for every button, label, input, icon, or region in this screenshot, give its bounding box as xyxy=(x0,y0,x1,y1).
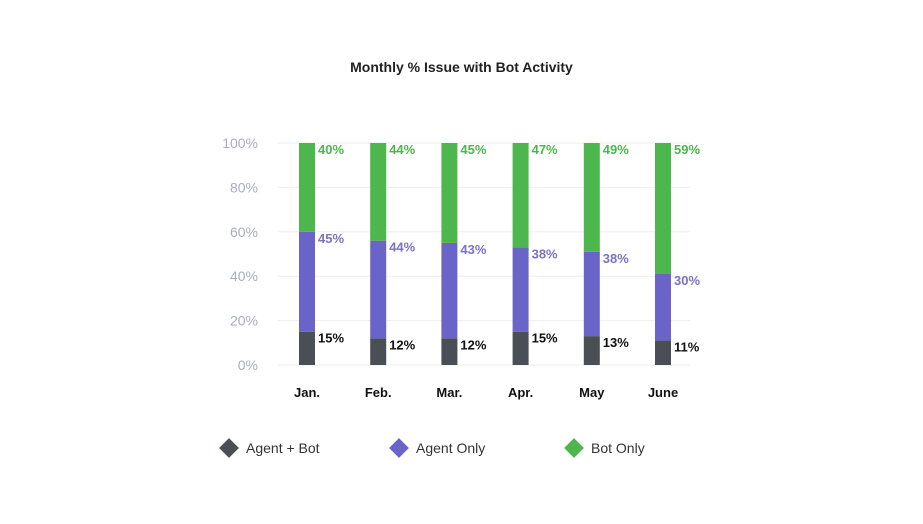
bar-segment xyxy=(370,338,387,365)
data-label: 15% xyxy=(532,331,558,346)
y-tick-label: 80% xyxy=(230,179,258,195)
y-tick-label: 100% xyxy=(222,135,258,151)
x-tick-label: Apr. xyxy=(508,385,533,400)
y-tick-label: 60% xyxy=(230,224,258,240)
data-label: 59% xyxy=(674,142,700,157)
data-label: 12% xyxy=(460,337,486,352)
data-label: 38% xyxy=(532,246,558,261)
data-label: 45% xyxy=(460,142,486,157)
data-label: 12% xyxy=(389,337,415,352)
data-label: 13% xyxy=(603,335,629,350)
legend-swatch xyxy=(219,438,239,458)
x-tick-label: Mar. xyxy=(436,385,462,400)
gridlines xyxy=(278,142,690,366)
axes: 0% 20% 40% 60% 80% 100% Jan. Feb. Mar. Apr. May Jun… xyxy=(222,135,678,400)
bar-segment xyxy=(512,331,529,365)
bar-segment xyxy=(655,273,671,341)
x-tick-label: Feb. xyxy=(365,385,392,400)
bar-segment xyxy=(441,143,458,243)
bar-segment xyxy=(512,143,529,248)
bar-segment xyxy=(655,340,671,365)
bar-segment xyxy=(512,247,529,332)
x-tick-label: May xyxy=(579,385,605,400)
data-label: 44% xyxy=(389,142,415,157)
bar-segment xyxy=(299,331,315,365)
bar-segment xyxy=(441,338,458,365)
legend: Agent + Bot Agent Only Bot Only xyxy=(0,438,923,464)
y-tick-label: 0% xyxy=(238,357,258,373)
bars xyxy=(299,143,671,365)
x-tick-label: Jan. xyxy=(294,385,320,400)
bar-segment xyxy=(370,143,387,241)
bar-segment xyxy=(583,143,600,252)
legend-swatch xyxy=(564,438,584,458)
bar-segment xyxy=(655,143,671,274)
legend-label: Bot Only xyxy=(591,440,645,456)
legend-item: Agent + Bot xyxy=(219,438,320,458)
data-labels: 15% 45% 40% 12% 44% 44% 12% 43% 45% 15% 38% 47% 13% 3… xyxy=(318,142,700,355)
bar-segment xyxy=(441,242,458,339)
y-tick-label: 20% xyxy=(230,313,258,329)
chart-title: Monthly % Issue with Bot Activity xyxy=(350,59,573,75)
data-label: 15% xyxy=(318,331,344,346)
bar-segment xyxy=(583,251,600,337)
data-label: 30% xyxy=(674,273,700,288)
y-tick-label: 40% xyxy=(230,268,258,284)
data-label: 44% xyxy=(389,240,415,255)
data-label: 49% xyxy=(603,142,629,157)
legend-swatch xyxy=(389,438,409,458)
x-tick-label: June xyxy=(648,385,678,400)
data-label: 38% xyxy=(603,251,629,266)
data-label: 45% xyxy=(318,231,344,246)
data-label: 47% xyxy=(532,142,558,157)
legend-item: Agent Only xyxy=(389,438,486,458)
legend-label: Agent + Bot xyxy=(246,440,320,456)
data-label: 40% xyxy=(318,142,344,157)
legend-item: Bot Only xyxy=(564,438,645,458)
data-label: 43% xyxy=(460,242,486,257)
legend-label: Agent Only xyxy=(416,440,486,456)
bar-segment xyxy=(370,240,387,339)
bar-segment xyxy=(299,143,315,232)
bar-segment xyxy=(299,231,315,332)
bar-segment xyxy=(583,336,600,365)
data-label: 11% xyxy=(674,340,700,355)
